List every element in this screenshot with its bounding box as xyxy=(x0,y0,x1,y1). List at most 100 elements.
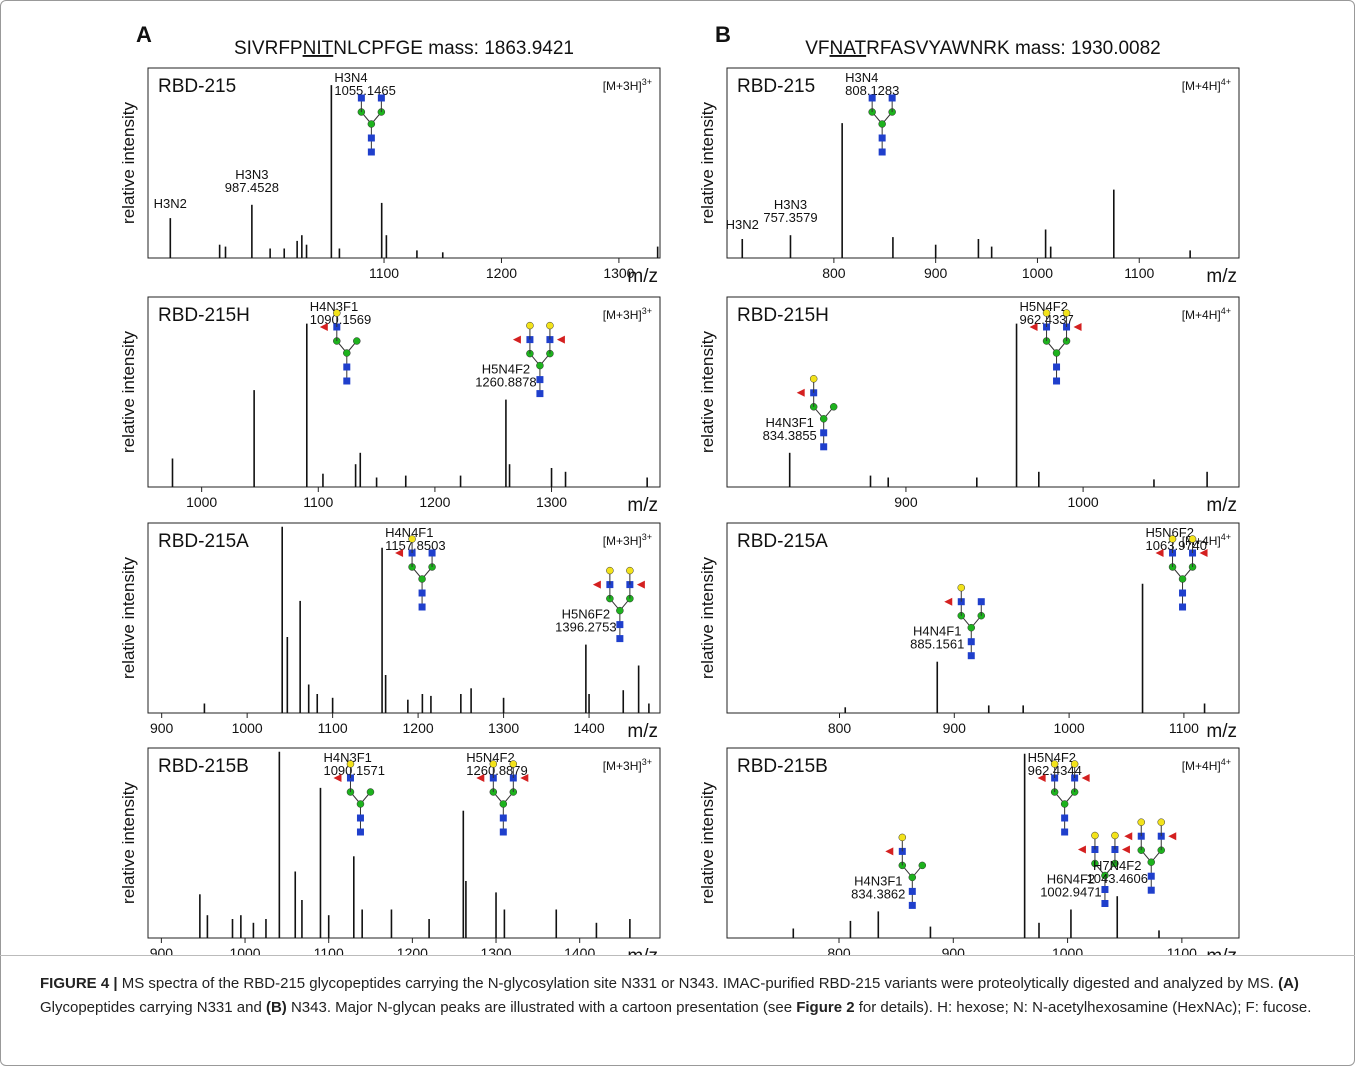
glycan-hexose xyxy=(819,415,828,423)
glycan-fucose xyxy=(1081,774,1090,782)
charge: 3+ xyxy=(642,77,652,87)
glycan-hexose xyxy=(967,623,976,632)
peak-mz-label: 1157.8503 xyxy=(385,538,446,553)
glycan-hexose xyxy=(1091,831,1099,840)
glycan-fucose xyxy=(476,774,485,782)
peak-glycan-label: H4N4F1 xyxy=(385,525,433,540)
glycan-hexnac xyxy=(428,549,436,557)
x-tick-label: 900 xyxy=(894,494,918,510)
glycan-hexnac xyxy=(356,814,364,822)
panel-title: VFNATRFASVYAWNRK mass: 1930.0082 xyxy=(805,38,1161,59)
x-tick-label: 1000 xyxy=(1068,494,1099,510)
peak-mz-label: 1396.2753 xyxy=(555,620,616,635)
glycan-hexnac xyxy=(967,638,975,646)
caption-text: (B) xyxy=(265,999,287,1016)
glycan-fucose xyxy=(1029,323,1038,331)
glycan-fucose xyxy=(395,549,404,557)
peak-mz-label: 1090.1569 xyxy=(310,312,371,327)
x-tick-label: 1000 xyxy=(1052,945,1083,955)
spectrum-name: RBD-215H xyxy=(158,305,250,326)
peak-glycan-label: H5N6F2 xyxy=(562,607,610,622)
x-tick-label: 800 xyxy=(827,945,851,955)
glycan-hexose xyxy=(1137,818,1145,826)
x-axis-label: m/z xyxy=(1206,495,1237,516)
charge: 4+ xyxy=(1221,306,1231,316)
spectrum-name: RBD-215B xyxy=(158,756,249,777)
peak-glycan-label: H7N4F2 xyxy=(1093,858,1141,873)
glycan-fucose xyxy=(1077,845,1086,854)
peak-glycan-label: H4N3F1 xyxy=(310,299,358,314)
glycan-hexose xyxy=(809,375,818,383)
glycan-hexose xyxy=(1111,831,1119,840)
x-axis-label: m/z xyxy=(627,266,658,287)
glycan-hexose xyxy=(606,566,614,575)
peak-glycan-label: H3N3 xyxy=(235,167,268,182)
glycan-hexnac xyxy=(977,598,985,606)
peak-mz-label: 808.1283 xyxy=(845,83,899,98)
peak-mz-label: 1260.8879 xyxy=(466,763,527,778)
caption-text: Glycopeptides carrying N331 and xyxy=(40,999,266,1016)
peak-glycan-label: H5N4F2 xyxy=(1020,299,1068,314)
peak-mz-label: 1043.4606 xyxy=(1087,871,1148,886)
glycan-hexose xyxy=(898,833,907,842)
charge: 3+ xyxy=(642,757,652,767)
glycan-hexose xyxy=(333,309,341,317)
glycan-hexose xyxy=(957,583,966,592)
x-tick-label: 1100 xyxy=(1169,720,1199,736)
x-tick-label: 1100 xyxy=(303,494,333,510)
x-tick-label: 1000 xyxy=(232,720,263,736)
glycan-hexose xyxy=(356,800,365,808)
peak-glycan-label: H4N3F1 xyxy=(854,873,902,888)
plot-frame xyxy=(147,522,661,714)
peak-mz-label: 1090.1571 xyxy=(323,763,384,778)
x-tick-label: 1100 xyxy=(318,720,348,736)
glycan-hexnac xyxy=(908,901,916,909)
title-text: NLCPFGE mass: 1863.9421 xyxy=(333,38,574,59)
y-axis-label: relative intensity xyxy=(119,102,138,224)
glycan-hexose xyxy=(1050,760,1059,768)
x-tick-label: 1300 xyxy=(603,265,634,281)
x-tick-label: 800 xyxy=(828,720,852,736)
glycan-hexnac xyxy=(1101,886,1109,893)
x-tick-label: 1200 xyxy=(397,945,428,955)
glycan-hexose xyxy=(408,535,416,543)
glycan-hexose xyxy=(616,606,624,615)
glycan-hexose xyxy=(489,760,498,768)
peak-mz-label: 987.4528 xyxy=(225,180,279,195)
x-tick-label: 900 xyxy=(150,720,174,736)
glycan-fucose xyxy=(1168,832,1177,841)
glycan-hexose xyxy=(546,321,554,330)
glycan-fucose xyxy=(1199,549,1208,557)
spectrum-name: RBD-215 xyxy=(737,76,815,97)
peak-mz-label: 1002.9471 xyxy=(1040,885,1101,900)
glycan-hexnac xyxy=(1061,814,1069,822)
glycan-fucose xyxy=(512,335,521,344)
glycan-hexose xyxy=(343,349,351,357)
glycan-hexnac xyxy=(356,828,364,836)
glycan-hexose xyxy=(1168,535,1177,543)
ion-label: [M+3H]3+ xyxy=(603,306,652,322)
charge: 3+ xyxy=(642,532,652,542)
glycan-hexose xyxy=(526,321,534,330)
glycan-hexnac xyxy=(536,376,544,384)
x-tick-label: 1000 xyxy=(1022,265,1053,281)
peak-glycan-label: H3N4 xyxy=(845,70,878,85)
ion: [M+4H] xyxy=(1182,79,1221,93)
glycan-hexnac xyxy=(888,94,896,102)
glycan-fucose xyxy=(1073,323,1082,331)
glycan-fucose xyxy=(944,597,953,606)
glycan-hexnac xyxy=(878,134,886,142)
glycan-hexnac xyxy=(820,429,828,437)
glycan-hexnac xyxy=(377,94,385,102)
glycan-hexnac xyxy=(868,94,876,102)
glycan-hexnac xyxy=(908,887,916,895)
title-site: NAT xyxy=(830,38,867,59)
x-tick-label: 800 xyxy=(822,265,846,281)
glycan-hexose xyxy=(918,861,927,870)
glycan-hexnac xyxy=(878,148,886,156)
panel-letter: A xyxy=(136,22,152,47)
ion-label: [M+3H]3+ xyxy=(603,532,652,548)
glycan-hexnac xyxy=(1061,828,1069,836)
glycan-hexose xyxy=(829,403,838,411)
glycan-hexnac xyxy=(367,134,375,142)
